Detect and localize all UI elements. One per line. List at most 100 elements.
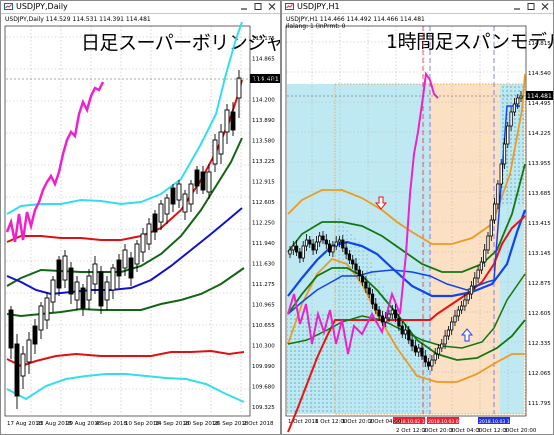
candle-body	[387, 313, 391, 319]
y-tick-label: 114.555	[252, 77, 275, 83]
close-button[interactable]	[266, 2, 278, 11]
h1-chart-window[interactable]: USDJPY,H1 USDJPY,H1 114.466 114.492 114.…	[281, 0, 554, 435]
time-label-bg-2	[427, 417, 459, 424]
zone-outline	[334, 83, 526, 415]
candle-body	[443, 335, 447, 345]
candle-body	[314, 241, 319, 251]
y-tick-label: 111.940	[252, 241, 275, 247]
y-tick-label: 114.865	[252, 57, 275, 63]
y-tick-label: 113.890	[252, 118, 275, 124]
candle-body	[374, 303, 378, 311]
candle-body	[394, 309, 398, 319]
x-tick-label: 1 Oct 20:00	[342, 419, 375, 425]
candle-body	[496, 183, 500, 205]
chart-overlay-title: 日足スーパーボリンジャー	[81, 32, 281, 54]
time-label-2: 2018.10.03 03:00	[428, 419, 469, 425]
chart-window-icon	[285, 3, 294, 10]
x-tick-label: 1 Oct 2018	[288, 419, 319, 425]
y-tick-label: 109.680	[252, 385, 275, 391]
candle-body	[456, 309, 460, 317]
y-tick-label: 112.605	[528, 311, 551, 317]
buy-arrow-icon	[460, 328, 474, 342]
time-label-3: 2018.10.03 17:00	[479, 419, 520, 425]
y-tick-label: 113.415	[528, 221, 551, 227]
y-axis-labels: 114.815 114.540 114.495 114.225 113.955 113.6…	[528, 41, 551, 407]
h1-price-plot[interactable]: 114.481 2018.10.02 10:00 2018.10.03 03:0…	[282, 14, 553, 434]
close-button[interactable]	[539, 2, 551, 11]
candle-body	[466, 293, 470, 301]
y-tick-label: 114.540	[528, 71, 551, 77]
y-tick-label: 111.795	[528, 401, 551, 407]
x-tick-label: 10 Sep 2018	[125, 421, 160, 427]
bb-plus3-line	[6, 21, 243, 215]
candle-body	[446, 329, 450, 337]
candle-body	[357, 269, 361, 277]
y-tick-label: 113.225	[252, 159, 275, 165]
minimize-icon	[514, 8, 520, 10]
candle-body	[436, 347, 441, 355]
candle-body	[324, 239, 328, 245]
candle-body	[512, 103, 516, 113]
y-tick-label: 112.605	[252, 200, 275, 206]
bb-plus2-line	[6, 79, 243, 243]
candle-body	[341, 239, 345, 249]
candle-body	[370, 293, 375, 305]
y-tick-label: 109.990	[252, 364, 275, 370]
sell-arrow-icon	[374, 196, 388, 210]
candle-body	[433, 353, 437, 361]
candle-body	[410, 339, 414, 347]
window-title: USDJPY,H1	[297, 2, 340, 11]
minimize-button[interactable]	[238, 2, 250, 11]
maximize-button[interactable]	[252, 2, 264, 11]
candle-body	[351, 259, 355, 265]
candle-body	[476, 269, 480, 279]
plot-frame	[4, 25, 251, 417]
chart-window-icon	[4, 3, 13, 10]
x-tick-label: 1 Oct 12:00	[315, 419, 348, 425]
minimize-button[interactable]	[511, 2, 523, 11]
candle-body	[354, 263, 358, 271]
chart-info-line: USDJPY,H1 114.466 114.492 114.466 114.48…	[286, 16, 425, 23]
candle-body	[519, 95, 523, 99]
candle-body	[380, 315, 384, 323]
candle-body	[423, 355, 427, 363]
upper-band-line	[287, 73, 526, 245]
y-tick-label: 110.655	[252, 323, 275, 329]
candle-body	[321, 235, 325, 241]
candle-body	[450, 321, 454, 331]
window-titlebar[interactable]: USDJPY,Daily	[1, 1, 280, 14]
y-tick-label: 112.915	[252, 180, 275, 186]
candle-body	[308, 239, 312, 245]
candle-body	[334, 241, 338, 247]
window-titlebar[interactable]: USDJPY,H1	[282, 1, 553, 14]
current-price-label: 114.481	[252, 75, 279, 83]
candle-body	[489, 219, 493, 237]
candle-body	[390, 309, 394, 315]
candle-body	[384, 317, 388, 323]
lagging-span-line	[5, 81, 105, 243]
candle-body	[506, 125, 510, 145]
candle-body	[397, 317, 401, 327]
candle-body	[400, 325, 404, 335]
y-tick-label: 114.225	[528, 131, 551, 137]
h1-candles	[288, 91, 523, 371]
candle-body	[294, 245, 299, 253]
maximize-button[interactable]	[525, 2, 537, 11]
close-icon	[541, 3, 549, 10]
time-label-bg-1	[393, 417, 425, 424]
candle-body	[291, 245, 295, 251]
candle-body	[318, 235, 322, 243]
current-price-label: 114.481	[527, 93, 552, 100]
y-tick-label: 113.685	[528, 191, 551, 197]
daily-chart-window[interactable]: USDJPY,Daily USDJPY,Daily 114.529 114.53…	[0, 0, 281, 435]
current-price-tag	[526, 91, 553, 100]
x-tick-label: 23 Aug 2018	[37, 421, 73, 427]
candle-body	[403, 329, 408, 335]
candle-body	[413, 345, 417, 353]
candle-body	[499, 163, 503, 185]
time-label-bg-3	[478, 417, 510, 424]
span-blue-line	[287, 105, 520, 315]
daily-price-plot[interactable]: 114.481 115.175 114.865 114.555 114.200 113.…	[1, 14, 280, 434]
candle-body	[486, 235, 490, 251]
x-tick-label: 2 Oct 12:00	[396, 428, 429, 434]
